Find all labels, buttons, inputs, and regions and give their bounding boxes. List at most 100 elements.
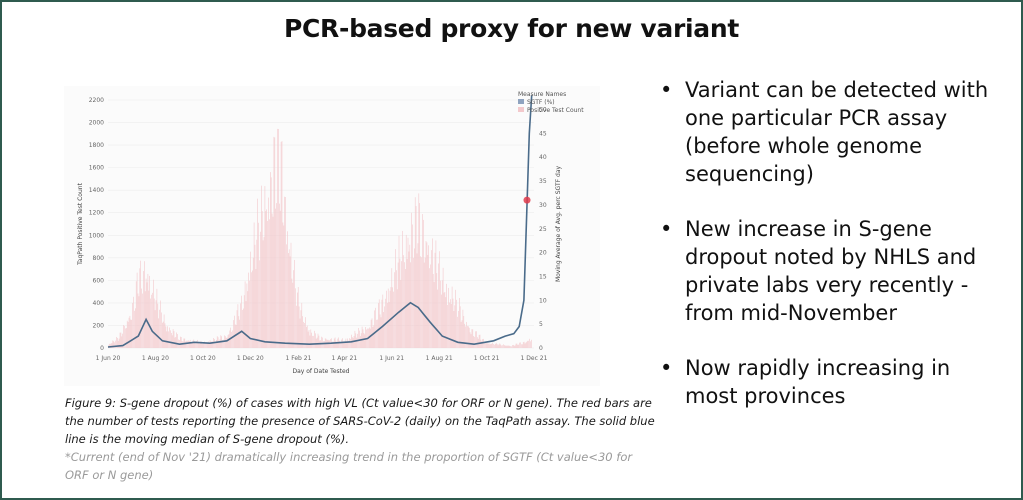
bar xyxy=(250,251,251,348)
x-tick-label: 1 Oct 21 xyxy=(474,355,500,362)
y-left-axis-title: TaqPath Positive Test Count xyxy=(77,182,84,265)
bar xyxy=(387,288,389,348)
bar xyxy=(522,342,524,348)
bar xyxy=(400,279,402,348)
bar xyxy=(360,336,361,348)
bar xyxy=(347,338,348,348)
y-left-tick-label: 1600 xyxy=(89,165,104,172)
bar xyxy=(111,343,113,348)
bar xyxy=(197,339,198,348)
bar xyxy=(132,302,133,348)
bar xyxy=(519,342,520,348)
bar xyxy=(276,203,277,348)
bar xyxy=(169,327,170,348)
bar xyxy=(127,321,129,348)
bar xyxy=(397,262,399,348)
bar xyxy=(374,310,375,348)
bar xyxy=(448,287,449,348)
y-left-tick-label: 400 xyxy=(93,300,105,307)
bar xyxy=(122,333,123,348)
bar xyxy=(443,292,445,348)
bar xyxy=(254,244,256,348)
bar xyxy=(384,306,385,348)
bar xyxy=(476,331,477,348)
legend-label: Positive Test Count xyxy=(527,107,584,114)
bar xyxy=(511,346,512,348)
legend-title: Measure Names xyxy=(518,91,566,98)
bar xyxy=(286,244,287,348)
bar xyxy=(447,304,448,348)
bar xyxy=(279,203,280,348)
bar xyxy=(420,256,421,348)
bar xyxy=(530,341,531,348)
bar xyxy=(517,344,519,348)
bar xyxy=(425,241,427,348)
bar xyxy=(371,318,373,348)
bar xyxy=(434,252,436,348)
bar xyxy=(382,294,384,348)
bar xyxy=(192,340,194,348)
bar xyxy=(121,336,123,348)
bar xyxy=(468,327,470,348)
bar xyxy=(524,343,526,348)
bar xyxy=(459,298,460,348)
bar xyxy=(257,198,258,348)
bar xyxy=(455,289,456,348)
bar xyxy=(225,337,227,348)
bar xyxy=(333,341,334,348)
bar xyxy=(413,257,414,348)
bar xyxy=(186,340,187,348)
bar xyxy=(391,268,393,348)
bar xyxy=(473,336,474,348)
bar xyxy=(114,342,115,348)
bar xyxy=(350,338,351,348)
bar xyxy=(471,329,473,348)
bar xyxy=(386,290,387,348)
bar xyxy=(402,230,403,348)
bar xyxy=(218,340,220,348)
bar xyxy=(452,298,454,348)
bar xyxy=(118,338,120,348)
bar xyxy=(180,337,182,348)
bar xyxy=(518,344,519,348)
bar xyxy=(126,320,128,348)
bar xyxy=(490,343,492,348)
bar xyxy=(416,253,418,348)
bar xyxy=(243,295,245,348)
bar xyxy=(469,332,471,348)
bar xyxy=(195,343,196,348)
y-left-tick-label: 1800 xyxy=(89,142,104,149)
bar xyxy=(439,251,440,348)
bar xyxy=(137,293,139,348)
bar xyxy=(466,321,467,348)
bar xyxy=(486,343,487,348)
bar xyxy=(339,340,340,348)
bar xyxy=(239,319,240,348)
bar xyxy=(194,342,195,348)
bar xyxy=(242,309,243,348)
bar xyxy=(157,303,159,348)
bar xyxy=(356,337,357,348)
bar xyxy=(407,237,409,348)
bar xyxy=(125,328,126,348)
bar xyxy=(277,128,278,348)
bar xyxy=(313,335,314,348)
bar xyxy=(322,337,323,348)
bar xyxy=(478,334,480,348)
bar xyxy=(349,338,350,348)
bar xyxy=(117,340,119,348)
legend-swatch xyxy=(518,99,524,104)
bar xyxy=(332,341,333,348)
bar xyxy=(523,341,525,348)
bar xyxy=(505,345,507,348)
bar xyxy=(136,272,138,348)
bar xyxy=(231,331,232,348)
bar xyxy=(318,335,320,348)
bar xyxy=(387,302,388,348)
bar xyxy=(266,209,267,348)
bar xyxy=(156,288,158,348)
bar xyxy=(515,343,517,348)
bar xyxy=(483,338,484,348)
x-tick-label: 1 Aug 21 xyxy=(426,355,453,362)
